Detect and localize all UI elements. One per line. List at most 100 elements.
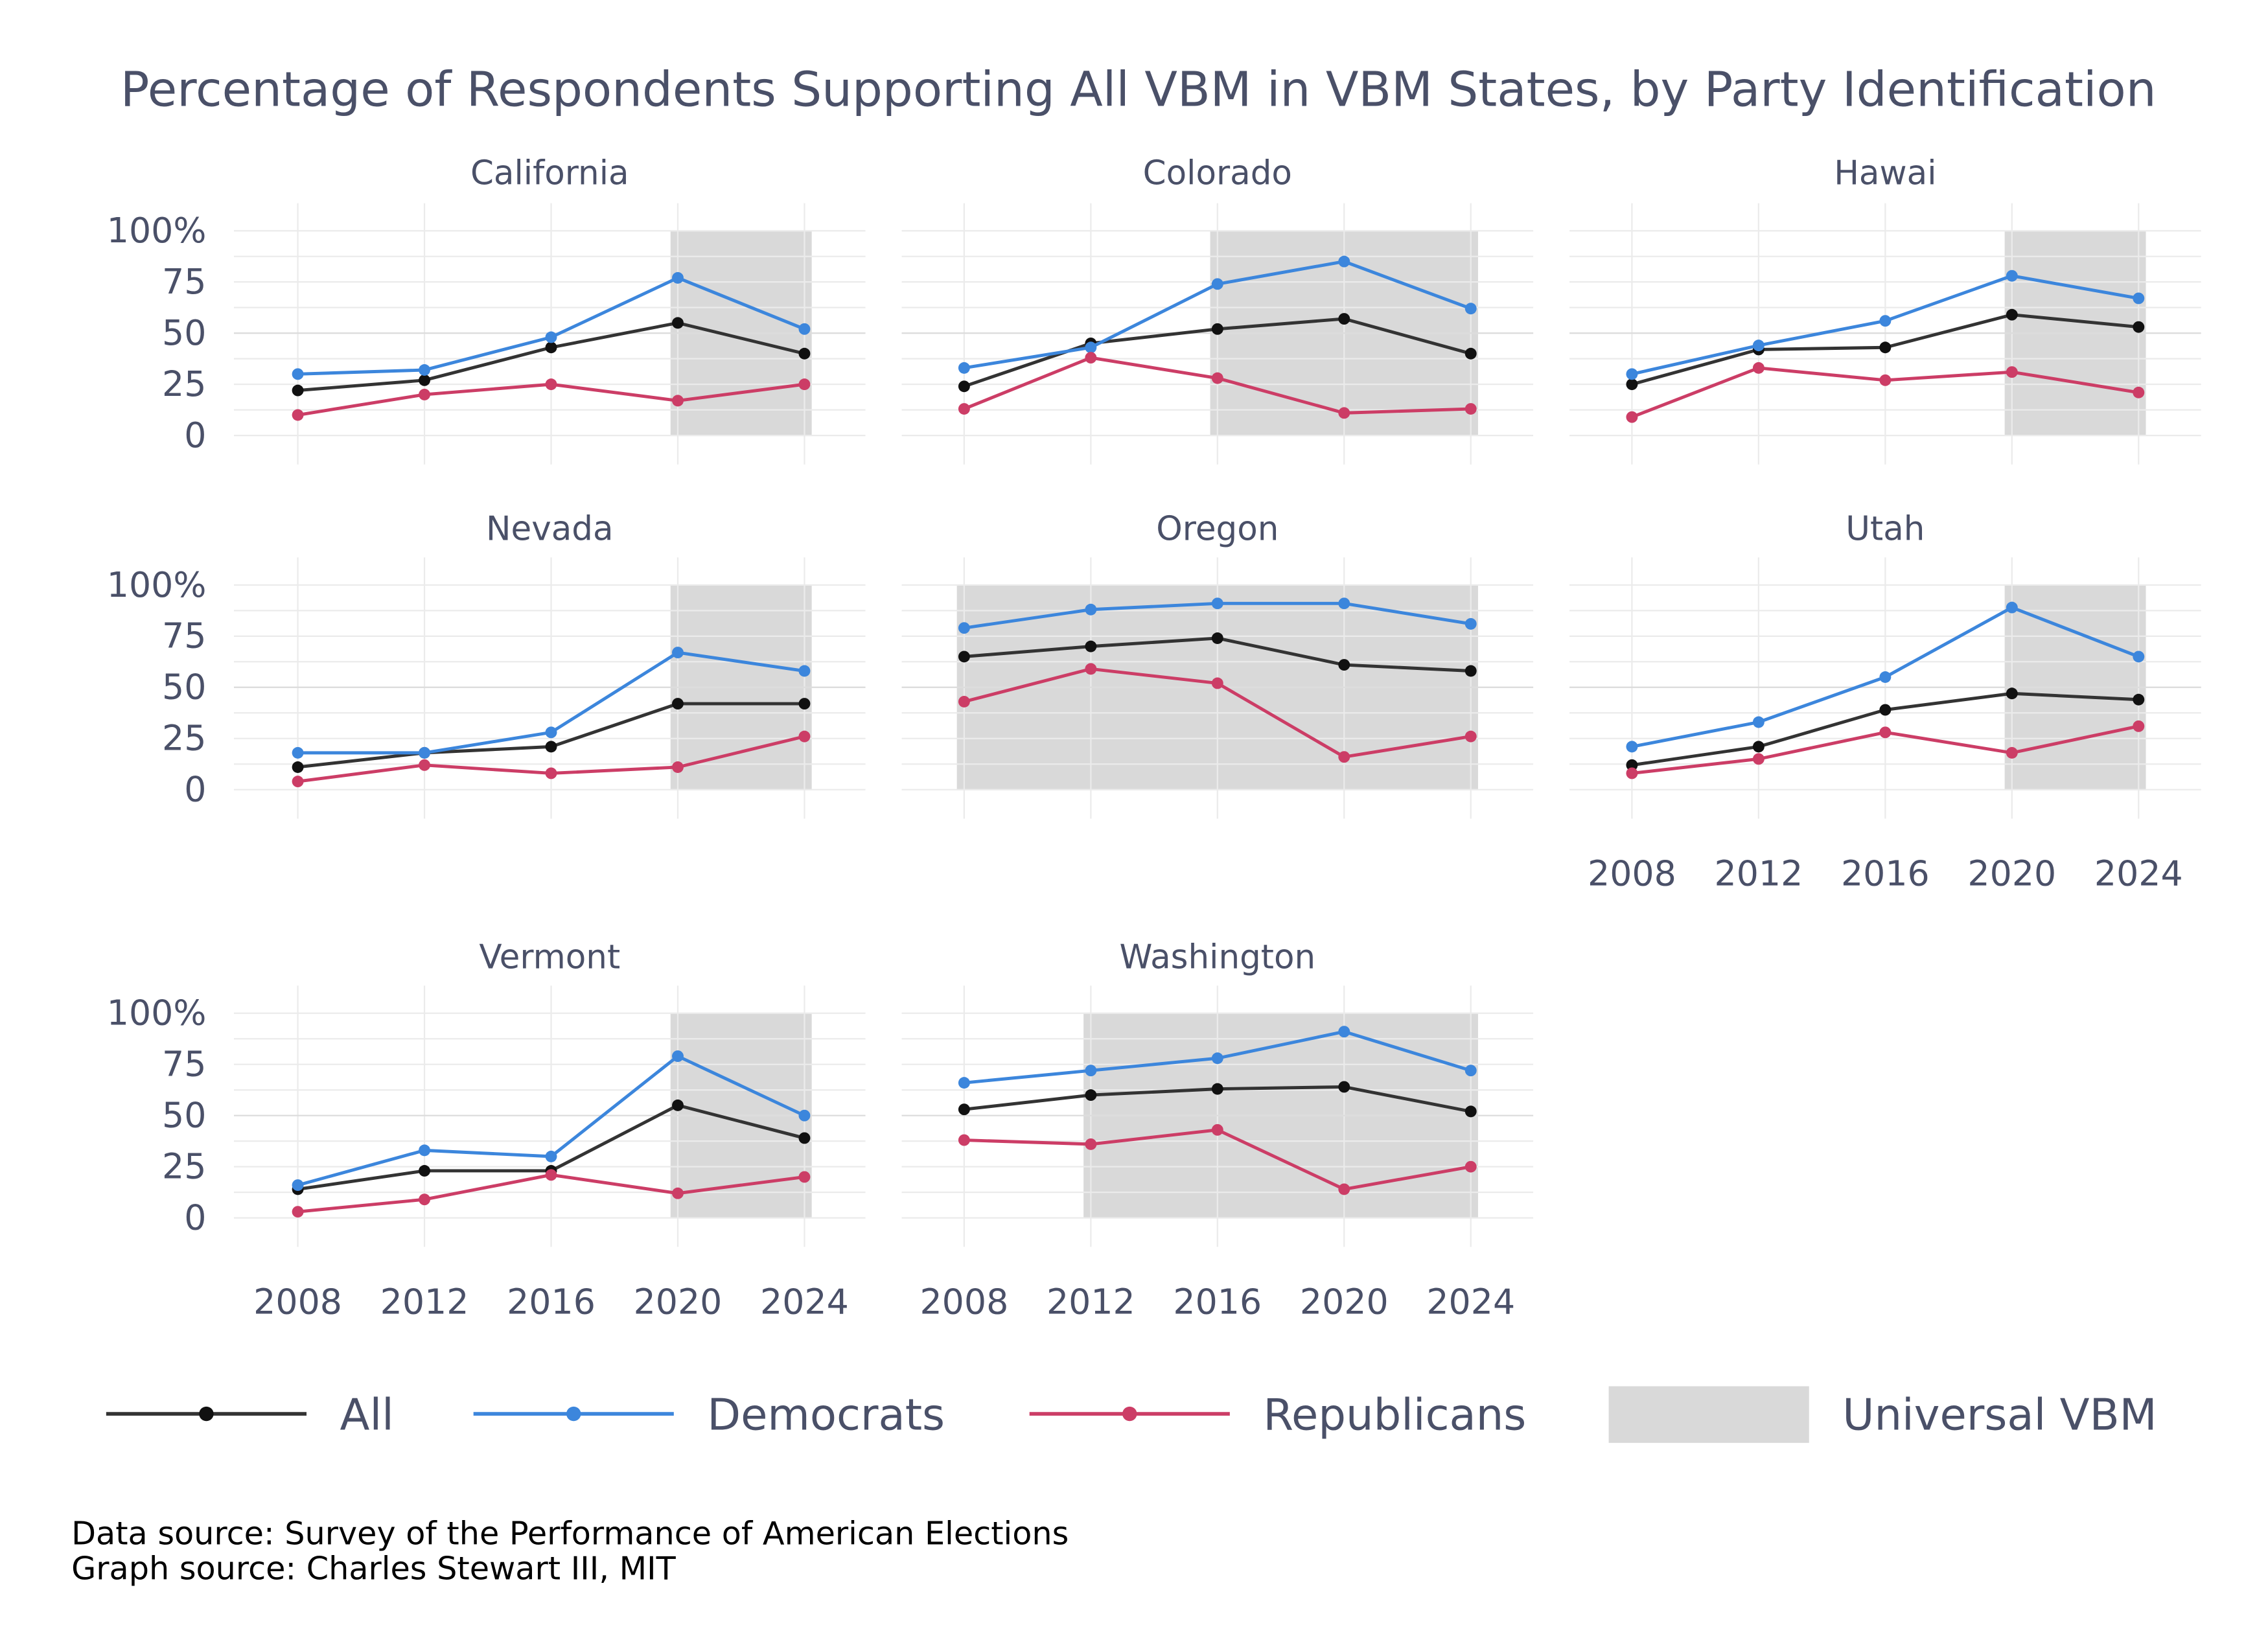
data-point xyxy=(958,622,970,634)
series-all xyxy=(292,698,811,773)
x-tick-label: 2012 xyxy=(1714,853,1803,894)
legend-key xyxy=(1608,1386,1809,1443)
panel-california: California 100% 75 50 25 0 xyxy=(107,154,866,465)
legend-label: All xyxy=(340,1390,394,1440)
data-point xyxy=(1752,340,1765,352)
data-point xyxy=(798,378,811,391)
data-point xyxy=(2133,292,2145,305)
data-point xyxy=(958,651,970,663)
data-point xyxy=(292,409,304,421)
data-point xyxy=(2133,720,2145,732)
data-point xyxy=(545,726,557,739)
data-point xyxy=(1085,1138,1097,1150)
legend-item-republicans: Republicans xyxy=(1029,1390,1526,1440)
data-point xyxy=(958,362,970,374)
y-tick-label: 50 xyxy=(162,312,206,353)
x-tick-label: 2020 xyxy=(1967,853,2056,894)
data-point xyxy=(2133,321,2145,333)
y-tick-label: 25 xyxy=(162,1146,206,1187)
data-point xyxy=(1464,730,1477,743)
data-point xyxy=(1338,659,1350,671)
data-point xyxy=(672,1187,684,1199)
data-point xyxy=(1626,759,1638,771)
data-point xyxy=(798,730,811,743)
x-tick-label: 2016 xyxy=(1841,853,1930,894)
data-point xyxy=(1211,372,1223,384)
y-tick-label: 25 xyxy=(162,718,206,759)
data-point xyxy=(672,698,684,710)
series-republicans xyxy=(292,1169,811,1218)
data-point xyxy=(545,378,557,391)
data-point xyxy=(292,746,304,759)
data-point xyxy=(1879,315,1892,327)
data-point xyxy=(1338,1081,1350,1093)
data-point xyxy=(2133,386,2145,398)
panel-title: Nevada xyxy=(486,509,614,548)
data-point xyxy=(958,403,970,415)
y-tick-label: 50 xyxy=(162,667,206,708)
data-point xyxy=(1211,677,1223,689)
series-all xyxy=(1626,687,2145,771)
x-tick-label: 2008 xyxy=(920,1281,1008,1322)
data-point xyxy=(419,364,431,376)
y-tick-label: 100% xyxy=(107,210,207,251)
y-tick-label: 0 xyxy=(184,1197,206,1238)
legend-label: Republicans xyxy=(1263,1390,1526,1440)
data-point xyxy=(545,331,557,343)
data-point xyxy=(1879,671,1892,683)
data-point xyxy=(1626,741,1638,753)
series-democrats xyxy=(1626,270,2145,380)
panel-utah: Utah 2008 2012 2016 2020 2024 xyxy=(1569,509,2201,894)
data-point xyxy=(2133,651,2145,663)
x-tick-label: 2024 xyxy=(1426,1281,1515,1322)
data-point xyxy=(419,746,431,759)
data-point xyxy=(2006,687,2018,700)
y-tick-label: 25 xyxy=(162,363,206,404)
data-point xyxy=(292,776,304,788)
data-point xyxy=(672,271,684,284)
series-all xyxy=(292,317,811,397)
panel-title: Utah xyxy=(1846,509,1925,548)
data-point xyxy=(292,1179,304,1192)
x-tick-label: 2016 xyxy=(1173,1281,1262,1322)
data-point xyxy=(958,1134,970,1146)
data-point xyxy=(1211,323,1223,335)
panel-title: Washington xyxy=(1119,938,1315,976)
data-point xyxy=(1085,640,1097,652)
y-tick-label: 100% xyxy=(107,564,207,605)
data-point xyxy=(545,341,557,354)
data-point xyxy=(1464,347,1477,360)
x-tick-label: 2012 xyxy=(1047,1281,1135,1322)
panel-colorado: Colorado xyxy=(901,154,1534,465)
series-republicans xyxy=(958,1124,1477,1195)
data-point xyxy=(1211,597,1223,610)
panel-washington: Washington 2008 2012 2016 2020 2024 xyxy=(901,938,1534,1322)
data-point xyxy=(1879,374,1892,386)
x-tick-label: 2020 xyxy=(1300,1281,1389,1322)
y-tick-label: 75 xyxy=(162,616,206,656)
data-point xyxy=(545,767,557,779)
data-point xyxy=(798,323,811,335)
series-all xyxy=(1626,308,2145,391)
series-democrats xyxy=(292,1050,811,1192)
data-point xyxy=(1211,1083,1223,1095)
data-point xyxy=(1338,751,1350,763)
y-tick-label: 100% xyxy=(107,993,207,1033)
graph-source-caption: Graph source: Charles Stewart III, MIT xyxy=(71,1549,677,1587)
data-point xyxy=(1464,617,1477,630)
data-point xyxy=(672,317,684,329)
series-republicans xyxy=(1626,362,2145,423)
data-point xyxy=(672,1050,684,1063)
data-point xyxy=(1626,411,1638,423)
legend-label: Universal VBM xyxy=(1842,1390,2157,1440)
data-point xyxy=(798,698,811,710)
data-point xyxy=(1085,663,1097,675)
legend-label: Democrats xyxy=(707,1390,945,1440)
series-republicans xyxy=(292,378,811,421)
data-point xyxy=(1085,1089,1097,1101)
panels: California 100% 75 50 25 0 Colorado Hawai Nevada… xyxy=(107,154,2201,1322)
series-republicans xyxy=(958,352,1477,419)
data-point xyxy=(1338,1183,1350,1195)
data-point xyxy=(1338,255,1350,268)
